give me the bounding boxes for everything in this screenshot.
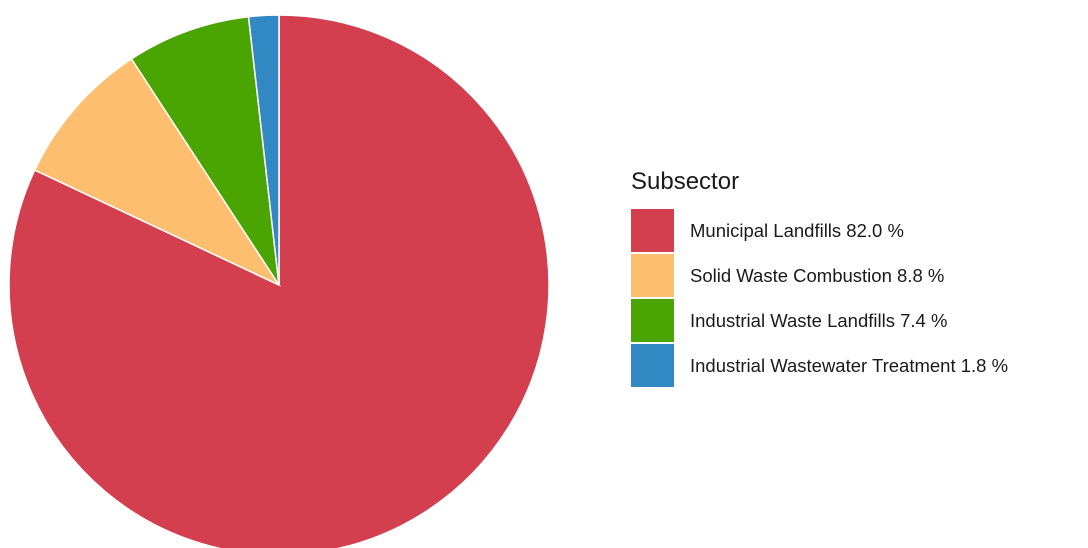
pie-slice-1 [33, 57, 282, 287]
legend-item-solid-waste-combustion: Solid Waste Combustion 8.8 % [631, 253, 1008, 298]
legend-swatch [631, 344, 674, 387]
legend-label: Municipal Landfills 82.0 % [690, 219, 904, 241]
legend-swatch [631, 209, 674, 252]
legend-label: Solid Waste Combustion 8.8 % [690, 264, 945, 286]
pie-chart [8, 14, 550, 548]
legend-label: Industrial Waste Landfills 7.4 % [690, 309, 948, 331]
legend-swatch [631, 254, 674, 297]
legend-swatch [631, 299, 674, 342]
legend: Subsector Municipal Landfills 82.0 % Sol… [631, 168, 1008, 388]
legend-item-industrial-waste-landfills: Industrial Waste Landfills 7.4 % [631, 298, 1008, 343]
legend-items: Municipal Landfills 82.0 % Solid Waste C… [631, 208, 1008, 388]
pie-slice-2 [130, 15, 280, 286]
pie-slice-3 [247, 14, 280, 286]
legend-item-municipal-landfills: Municipal Landfills 82.0 % [631, 208, 1008, 253]
legend-title: Subsector [631, 168, 740, 195]
legend-item-industrial-wastewater-treatment: Industrial Wastewater Treatment 1.8 % [631, 343, 1008, 388]
legend-label: Industrial Wastewater Treatment 1.8 % [690, 354, 1009, 376]
